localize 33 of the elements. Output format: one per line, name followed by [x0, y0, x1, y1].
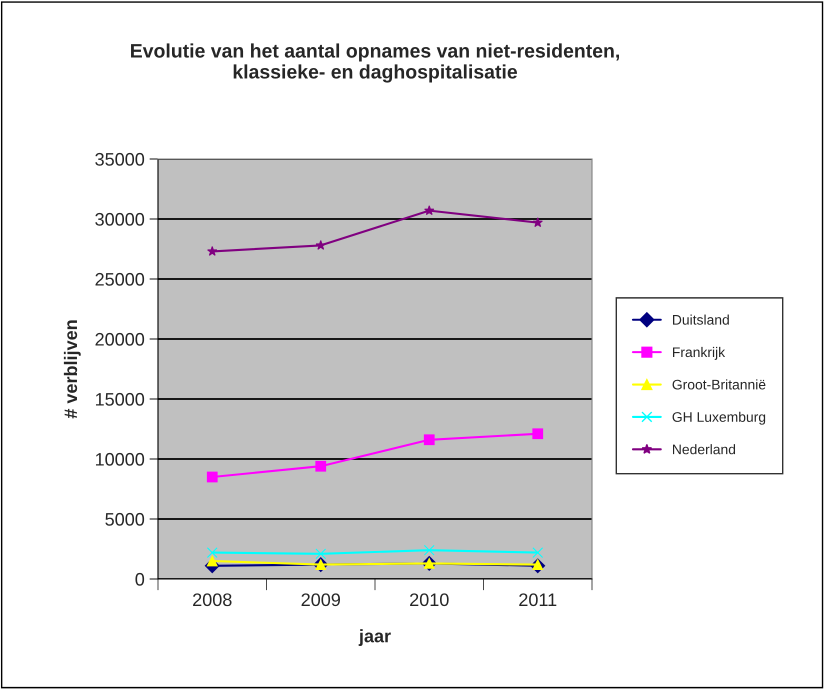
- y-axis-title: # verblijven: [64, 320, 81, 418]
- legend-label: Nederland: [673, 444, 736, 454]
- point: [424, 205, 434, 216]
- point: [532, 428, 544, 440]
- point: [532, 547, 544, 558]
- point: [315, 548, 326, 560]
- legend-label: GH Luxemburg: [672, 412, 766, 425]
- point: [424, 544, 435, 556]
- y-tick-label: 5000: [105, 512, 144, 526]
- y-tick-label: 35000: [95, 152, 144, 166]
- point: [206, 472, 218, 482]
- y-tick-label: 25000: [96, 272, 144, 286]
- y-tick-label: 10000: [96, 452, 144, 466]
- x-axis-title: jaar: [358, 629, 391, 646]
- x-tick-label: 2008: [193, 593, 232, 606]
- x-tick-label: 2009: [302, 593, 340, 606]
- y-tick-label: 0: [135, 572, 144, 586]
- y-tick-label: 15000: [96, 392, 144, 406]
- legend-label: Duitsland: [673, 314, 729, 325]
- x-tick-label: 2011: [519, 593, 556, 606]
- point: [532, 217, 543, 228]
- x-tick-label: 2010: [410, 593, 449, 606]
- point: [206, 556, 218, 566]
- legend-label: Groot-Britannië: [672, 379, 766, 390]
- chart-title: Evolutie van het aantal opnames van niet-residenten, klassieke- en daghospitalisatie: [131, 43, 619, 83]
- point: [316, 240, 326, 250]
- point: [207, 246, 218, 256]
- y-tick-label: 20000: [96, 332, 144, 346]
- legend-label: Frankrijk: [673, 346, 726, 360]
- point: [424, 434, 435, 446]
- y-tick-label: 30000: [95, 212, 144, 226]
- point: [315, 460, 326, 472]
- point: [206, 547, 218, 558]
